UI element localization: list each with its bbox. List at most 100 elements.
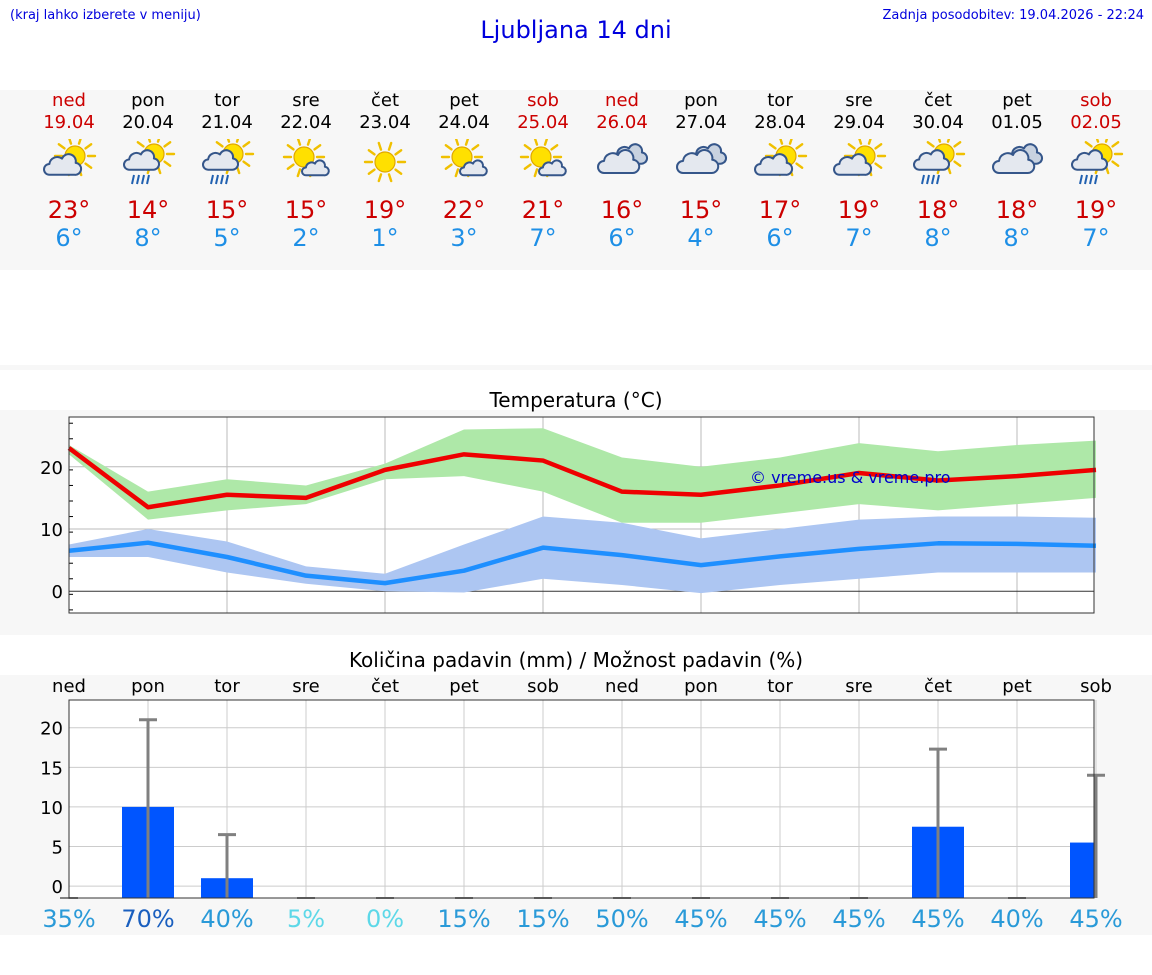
- day-forecast: ned 19.04 23° 6°: [29, 90, 109, 252]
- precip-probability: 45%: [674, 905, 727, 933]
- precip-probability: 15%: [437, 905, 490, 933]
- day-forecast: čet 30.04 18° 8°: [898, 90, 978, 252]
- precip-probability: 45%: [911, 905, 964, 933]
- last-updated: Zadnja posodobitev: 19.04.2026 - 22:24: [882, 8, 1144, 23]
- y-tick-label: 20: [40, 719, 63, 740]
- max-temp: 15°: [205, 196, 249, 224]
- day-date: 28.04: [754, 112, 806, 133]
- precip-probability: 45%: [753, 905, 806, 933]
- divider: [0, 365, 1152, 370]
- day-name: čet: [923, 90, 953, 111]
- temperature-chart-title: Temperatura (°C): [489, 388, 663, 412]
- x-tick-label: sre: [292, 676, 319, 697]
- precipitation-chart-title: Količina padavin (mm) / Možnost padavin …: [348, 648, 804, 672]
- day-forecast: pet 01.05 18° 8°: [977, 90, 1057, 252]
- max-temp: 19°: [363, 196, 407, 224]
- sun-cloud-rain-icon: [187, 134, 267, 194]
- watermark: © vreme.us & vreme.pro: [750, 468, 951, 487]
- precip-probability: 5%: [287, 905, 325, 933]
- min-temp-range: [69, 516, 1096, 594]
- max-temp: 23°: [47, 196, 91, 224]
- day-forecast: čet 23.04 19° 1°: [345, 90, 425, 252]
- day-name: sob: [1080, 90, 1112, 111]
- max-temp: 15°: [679, 196, 723, 224]
- day-forecast: sre 22.04 15° 2°: [266, 90, 346, 252]
- x-tick-label: pet: [1002, 676, 1032, 697]
- min-temp: 7°: [1082, 224, 1110, 252]
- cloud-icon: [977, 134, 1057, 194]
- sun-small-cloud-icon: [424, 134, 504, 194]
- y-tick-label: 10: [40, 520, 63, 541]
- location-hint: (kraj lahko izberete v meniju): [10, 8, 201, 23]
- max-temp: 19°: [1074, 196, 1118, 224]
- max-temp: 15°: [284, 196, 328, 224]
- y-tick-label: 0: [52, 582, 63, 603]
- day-date: 29.04: [833, 112, 885, 133]
- precip-bar: [1070, 842, 1094, 898]
- day-forecast: tor 21.04 15° 5°: [187, 90, 267, 252]
- precip-probability: 50%: [595, 905, 648, 933]
- min-temp: 4°: [687, 224, 715, 252]
- x-tick-label: sob: [527, 676, 559, 697]
- day-date: 22.04: [280, 112, 332, 133]
- day-date: 20.04: [122, 112, 174, 133]
- day-name: pon: [684, 90, 718, 111]
- min-temp: 7°: [845, 224, 873, 252]
- day-name: pet: [1002, 90, 1032, 111]
- sun-cloud-icon: [819, 134, 899, 194]
- day-forecast: sob 25.04 21° 7°: [503, 90, 583, 252]
- day-forecast: ned 26.04 16° 6°: [582, 90, 662, 252]
- max-temp: 18°: [916, 196, 960, 224]
- precip-probability: 70%: [121, 905, 174, 933]
- min-temp: 5°: [213, 224, 241, 252]
- min-temp: 8°: [1003, 224, 1031, 252]
- x-tick-label: čet: [371, 676, 399, 697]
- day-forecast: pon 20.04 14° 8°: [108, 90, 188, 252]
- day-date: 26.04: [596, 112, 648, 133]
- day-name: tor: [214, 90, 240, 111]
- x-tick-label: sre: [845, 676, 872, 697]
- max-temp: 16°: [600, 196, 644, 224]
- sun-cloud-rain-icon: [1056, 134, 1136, 194]
- min-temp: 2°: [292, 224, 320, 252]
- day-forecast: sob 02.05 19° 7°: [1056, 90, 1136, 252]
- day-name: tor: [767, 90, 793, 111]
- precip-probability: 45%: [832, 905, 885, 933]
- x-tick-label: pon: [684, 676, 718, 697]
- day-forecast: sre 29.04 19° 7°: [819, 90, 899, 252]
- min-temp: 6°: [55, 224, 83, 252]
- temperature-chart: 0 10 20: [40, 416, 1097, 614]
- sun-small-cloud-icon: [266, 134, 346, 194]
- sun-icon: [345, 134, 425, 194]
- x-tick-label: ned: [52, 676, 86, 697]
- min-temp: 6°: [766, 224, 794, 252]
- y-tick-label: 0: [52, 877, 63, 898]
- precipitation-chart: 0 5 10 15 20 ned pon tor sre čet pet sob ned pon tor sr…: [40, 676, 1123, 933]
- day-forecast: pet 24.04 22° 3°: [424, 90, 504, 252]
- precip-probability: 0%: [366, 905, 404, 933]
- day-name: čet: [370, 90, 400, 111]
- cloud-icon: [661, 134, 741, 194]
- x-tick-label: tor: [214, 676, 240, 697]
- y-tick-label: 5: [52, 838, 63, 859]
- max-temp-line: [67, 446, 1097, 510]
- sun-small-cloud-icon: [503, 134, 583, 194]
- sun-cloud-icon: [29, 134, 109, 194]
- min-temp-line: [68, 540, 1097, 586]
- day-name: ned: [605, 90, 639, 111]
- page-title: Ljubljana 14 dni: [480, 16, 672, 44]
- precip-probability: 45%: [1069, 905, 1122, 933]
- day-date: 25.04: [517, 112, 569, 133]
- sun-cloud-icon: [740, 134, 820, 194]
- min-temp: 6°: [608, 224, 636, 252]
- forecast-strip: ned 19.04 23° 6° pon 20.04 14° 8° tor 21.04 15° 5° s…: [0, 90, 1152, 270]
- day-date: 01.05: [991, 112, 1043, 133]
- max-temp: 17°: [758, 196, 802, 224]
- y-tick-label: 15: [40, 758, 63, 779]
- x-tick-label: tor: [767, 676, 793, 697]
- y-tick-label: 10: [40, 798, 63, 819]
- day-name: sob: [527, 90, 559, 111]
- day-name: sre: [292, 90, 320, 111]
- max-temp: 18°: [995, 196, 1039, 224]
- min-temp: 1°: [371, 224, 399, 252]
